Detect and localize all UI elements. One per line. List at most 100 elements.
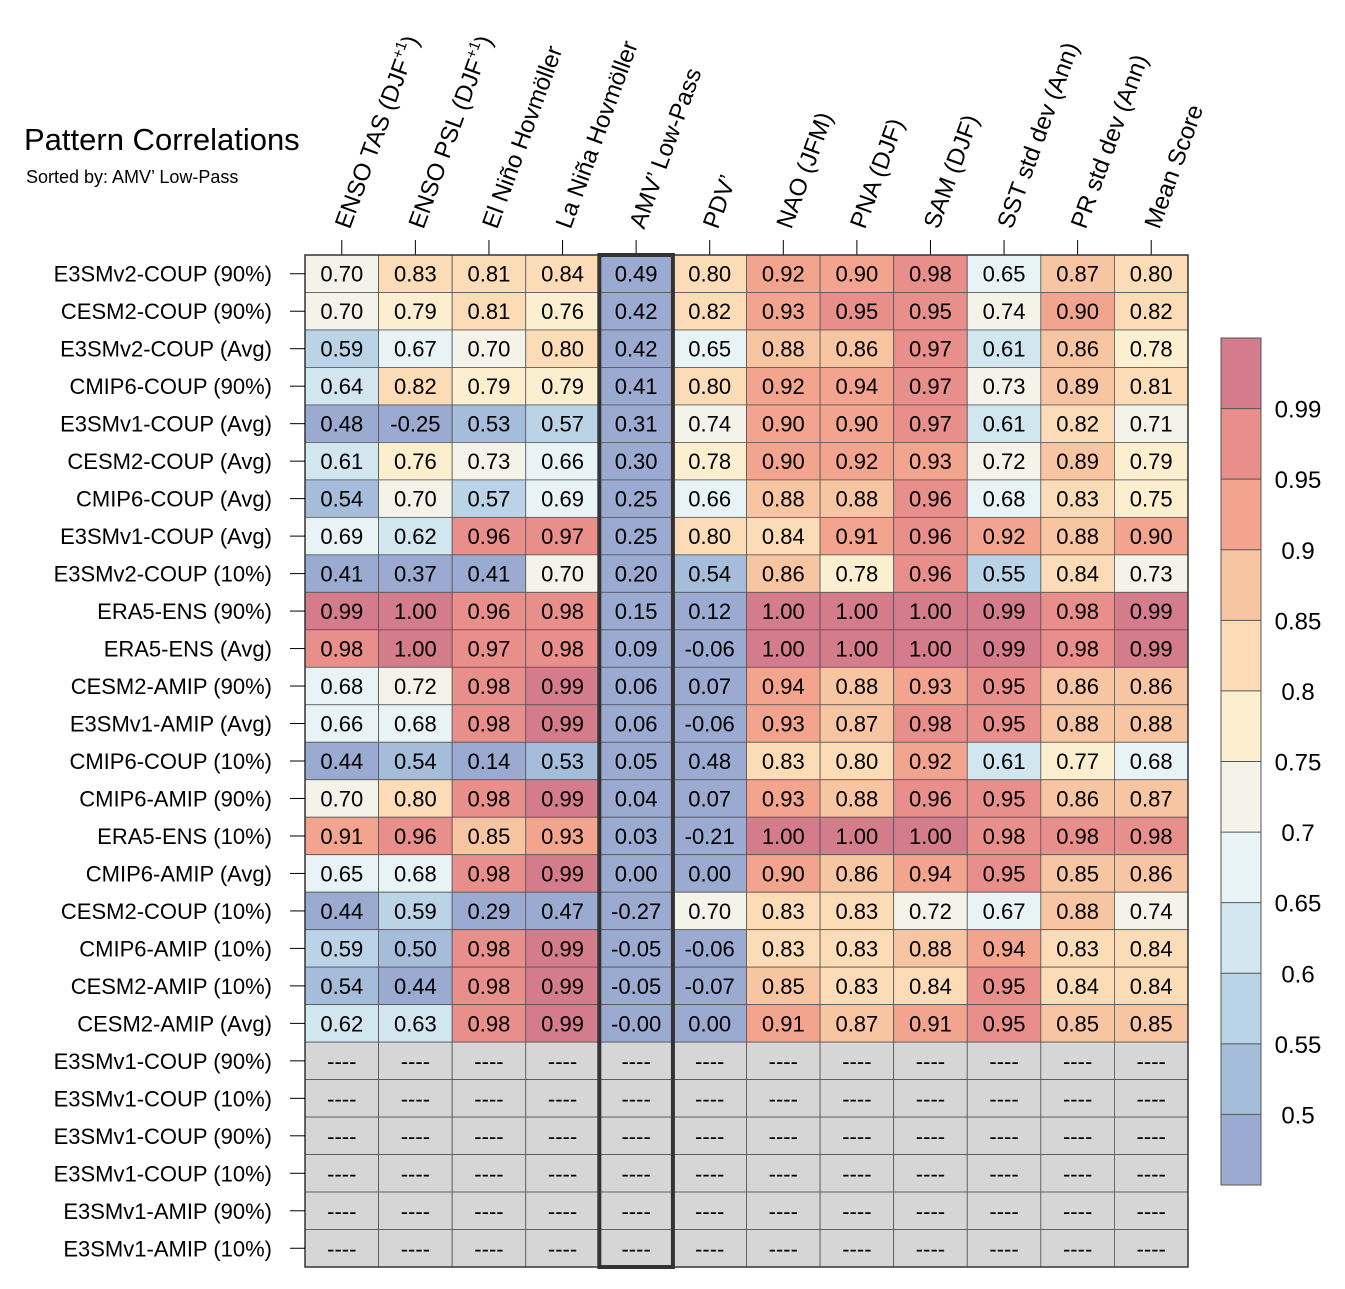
cell-value-label: 0.85 — [1056, 861, 1099, 886]
cell-value-label: 0.79 — [468, 374, 511, 399]
cell-value-label: 0.84 — [1130, 936, 1173, 961]
cell-value-label: 0.93 — [762, 786, 805, 811]
cell-value-label: 0.67 — [394, 337, 437, 362]
heatmap-cell — [672, 1079, 747, 1118]
colorbar-tick-label: 0.8 — [1281, 679, 1314, 706]
heatmap-cell — [1114, 367, 1189, 406]
cell-value-label: 0.89 — [1056, 374, 1099, 399]
heatmap-cell — [819, 929, 895, 968]
heatmap-cell — [672, 479, 747, 518]
heatmap-cell — [1114, 741, 1189, 781]
cell-value-label: 0.86 — [1056, 337, 1099, 362]
cell-value-label: 0.70 — [320, 262, 363, 287]
cell-value-label: ---- — [695, 1161, 724, 1186]
heatmap-cell — [378, 666, 453, 706]
heatmap-cell — [451, 1041, 527, 1080]
cell-value-label: ---- — [621, 1199, 650, 1224]
cell-value-label: 0.73 — [983, 374, 1026, 399]
heatmap-cell — [819, 741, 895, 781]
heatmap-cell — [893, 816, 968, 856]
cell-value-label: ---- — [327, 1161, 356, 1186]
heatmap-cell — [304, 367, 379, 406]
cell-value-label: 0.98 — [909, 262, 952, 287]
cell-value-label: ---- — [842, 1049, 871, 1074]
cell-value-label: 0.06 — [615, 674, 658, 699]
cell-value-label: ---- — [916, 1124, 945, 1149]
colorbar-swatch — [1221, 1043, 1261, 1115]
cell-value-label: 0.61 — [320, 449, 363, 474]
heatmap-cell — [1040, 854, 1115, 893]
cell-value-label: 0.59 — [394, 899, 437, 924]
cell-value-label: ---- — [401, 1199, 430, 1224]
row-label: CESM2-AMIP (Avg) — [77, 1011, 272, 1036]
heatmap-cell — [1114, 816, 1189, 856]
cell-value-label: 1.00 — [909, 637, 952, 662]
heatmap-cell — [598, 779, 674, 818]
row-label: CMIP6-AMIP (10%) — [79, 936, 272, 961]
heatmap-cell — [304, 1154, 379, 1193]
cell-value-label: 0.83 — [762, 936, 805, 961]
row-label: CMIP6-AMIP (90%) — [79, 786, 272, 811]
cell-value-label: 0.91 — [320, 824, 363, 849]
heatmap-cell — [1040, 442, 1115, 481]
cell-value-label: 0.98 — [1056, 637, 1099, 662]
cell-value-label: 0.93 — [762, 712, 805, 737]
heatmap-cell — [893, 929, 968, 968]
heatmap-cell — [378, 704, 453, 743]
heatmap-cell — [893, 779, 968, 818]
cell-value-label: 0.78 — [688, 449, 731, 474]
cell-value-label: 0.95 — [983, 712, 1026, 737]
cell-value-label: 0.70 — [688, 899, 731, 924]
cell-value-label: ---- — [769, 1236, 798, 1261]
heatmap-cell — [819, 254, 895, 293]
cell-value-label: 0.98 — [909, 712, 952, 737]
cell-value-label: 1.00 — [835, 599, 878, 624]
cell-value-label: 0.85 — [1130, 1011, 1173, 1036]
cell-value-label: ---- — [842, 1161, 871, 1186]
heatmap-cell — [1114, 442, 1189, 481]
heatmap-cell — [1114, 329, 1189, 368]
heatmap-cell — [893, 1154, 968, 1193]
cell-value-label: 0.97 — [909, 337, 952, 362]
cell-value-label: ---- — [989, 1124, 1018, 1149]
cell-value-label: 0.99 — [541, 786, 584, 811]
heatmap-cell — [525, 816, 600, 856]
heatmap-cell — [378, 779, 453, 818]
heatmap-cell — [598, 591, 674, 631]
cell-value-label: ---- — [474, 1161, 503, 1186]
colorbar-tick-label: 0.95 — [1275, 467, 1322, 494]
colorbar-tick-label: 0.55 — [1275, 1032, 1322, 1059]
cell-value-label: 0.96 — [909, 524, 952, 549]
heatmap-cell — [966, 629, 1042, 668]
cell-value-label: ---- — [842, 1236, 871, 1261]
cell-value-label: 0.84 — [762, 524, 805, 549]
heatmap-cell — [525, 966, 600, 1006]
heatmap-cell — [1114, 404, 1189, 443]
cell-value-label: 0.53 — [468, 412, 511, 437]
cell-value-label: ---- — [548, 1086, 577, 1111]
cell-value-label: 1.00 — [394, 637, 437, 662]
heatmap-cell — [966, 1079, 1042, 1118]
cell-value-label: 0.72 — [909, 899, 952, 924]
heatmap-cell — [893, 629, 968, 668]
cell-value-label: 0.93 — [762, 299, 805, 324]
heatmap-cell — [598, 929, 674, 968]
heatmap-cell — [819, 891, 895, 931]
heatmap-cell — [966, 554, 1042, 593]
cell-value-label: ---- — [1063, 1236, 1092, 1261]
cell-value-label: ---- — [401, 1236, 430, 1261]
colorbar-tick-label: 0.99 — [1275, 397, 1322, 424]
cell-value-label: 0.90 — [835, 262, 878, 287]
heatmap-cell — [525, 666, 600, 706]
heatmap-cell — [598, 891, 674, 931]
cell-value-label: 0.68 — [1130, 749, 1173, 774]
heatmap-cell — [746, 629, 821, 668]
heatmap-cell — [1114, 1079, 1189, 1118]
cell-value-label: -0.25 — [390, 412, 440, 437]
cell-value-label: 0.69 — [541, 487, 584, 512]
cell-value-label: 0.37 — [394, 562, 437, 587]
heatmap-cell — [1114, 554, 1189, 593]
colorbar-tick-label: 0.5 — [1281, 1102, 1314, 1129]
cell-value-label: 0.78 — [835, 562, 878, 587]
cell-value-label: 0.95 — [983, 1011, 1026, 1036]
